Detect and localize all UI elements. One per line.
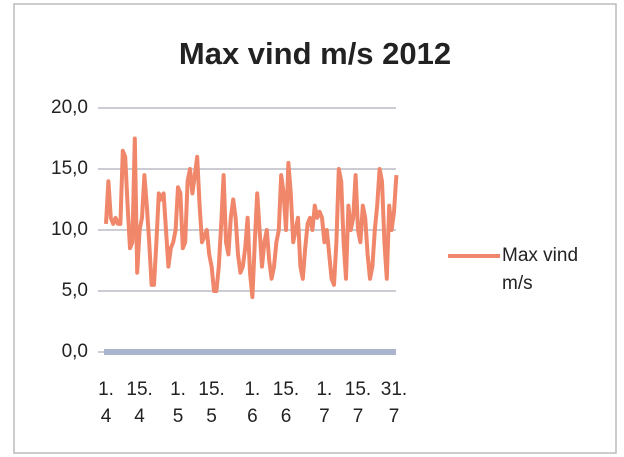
chart-border	[13, 3, 617, 454]
chart-title: Max vind m/s 2012	[179, 36, 451, 71]
data-line	[104, 136, 399, 300]
x-tick-label: 1. 4	[98, 379, 114, 427]
x-tick-label: 31. 7	[380, 379, 408, 427]
y-tick-label: 0,0	[62, 341, 88, 362]
x-tick-label: 1. 6	[244, 379, 261, 427]
legend-label: Max vind m/s	[502, 245, 579, 294]
x-tick-label: 15. 6	[272, 379, 300, 427]
y-tick-label: 15,0	[51, 158, 88, 179]
x-tick-label: 15. 5	[198, 379, 225, 427]
x-axis-band	[104, 349, 396, 355]
y-tick-label: 5,0	[62, 280, 88, 301]
x-tick-label: 1. 5	[170, 379, 186, 427]
x-tick-label: 15. 4	[126, 379, 153, 427]
y-tick-label: 10,0	[51, 219, 88, 240]
y-tick-label: 20,0	[51, 97, 88, 118]
x-tick-label: 1. 7	[316, 379, 333, 427]
x-tick-label: 15. 7	[344, 379, 372, 427]
